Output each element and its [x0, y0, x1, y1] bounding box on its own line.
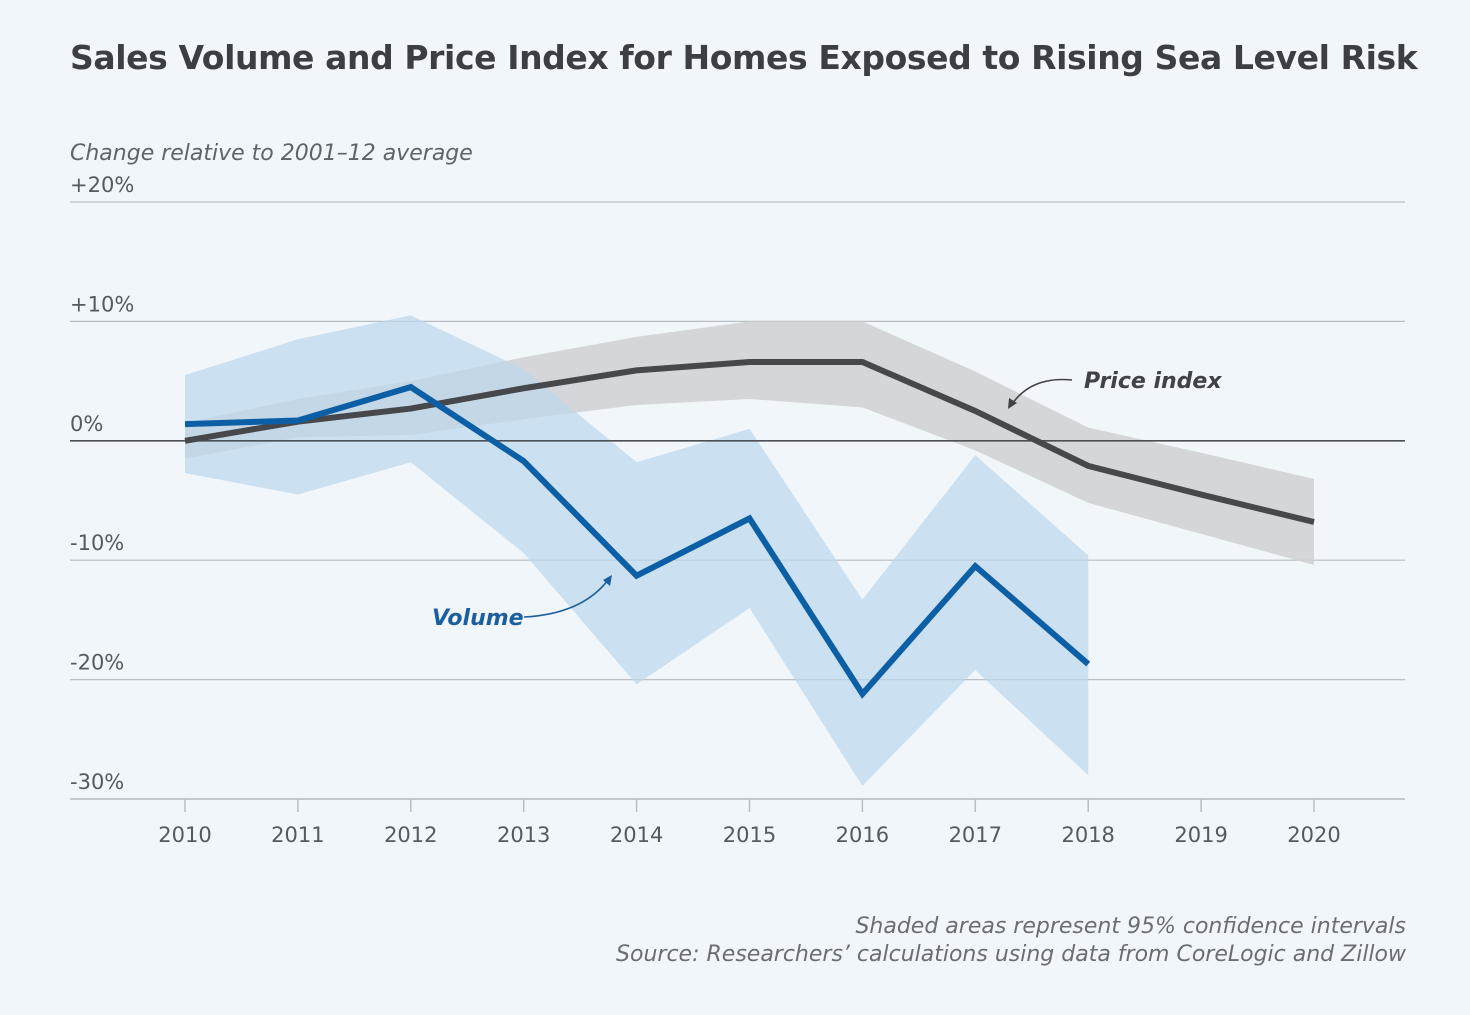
price-index-arrowhead	[1008, 398, 1017, 409]
x-tick-label: 2014	[610, 823, 663, 847]
confidence-band-volume	[185, 315, 1089, 786]
y-tick-labels: +20% +10% 0% -10% -20% -30%	[70, 173, 134, 794]
zero-line-layer	[70, 439, 1405, 800]
x-tick-label: 2019	[1174, 823, 1227, 847]
x-tick-label: 2010	[158, 823, 211, 847]
x-tick-label: 2013	[497, 823, 550, 847]
annotations: Price index Volume	[432, 369, 1222, 631]
x-tick-labels: 2010 2011 2012 2013 2014 2015 2016 2017 2018 2019…	[158, 799, 1341, 847]
confidence-interval-note: Shaded areas represent 95% confidence in…	[855, 914, 1406, 939]
confidence-bands	[185, 315, 1314, 786]
x-tick-label: 2017	[949, 823, 1002, 847]
y-tick-label: -10%	[70, 531, 124, 555]
x-tick-label: 2018	[1061, 823, 1114, 847]
y-tick-label: +10%	[70, 292, 134, 316]
volume-annotation-arrow	[523, 579, 609, 618]
y-tick-label: -20%	[70, 651, 124, 675]
y-axis-label: Change relative to 2001–12 average	[70, 141, 473, 166]
volume-annotation: Volume	[432, 606, 524, 631]
y-tick-label: +20%	[70, 173, 134, 197]
price-index-annotation-arrow	[1011, 378, 1073, 405]
x-tick-label: 2020	[1287, 823, 1340, 847]
y-tick-label: 0%	[70, 412, 103, 436]
x-tick-label: 2012	[384, 823, 437, 847]
series-line-price-index	[184, 358, 1315, 525]
series-line-volume	[184, 383, 1091, 699]
x-tick-label: 2016	[836, 823, 889, 847]
volume-arrowhead	[603, 575, 612, 586]
y-tick-label: -30%	[70, 770, 124, 794]
series-lines	[184, 358, 1315, 699]
chart-title: Sales Volume and Price Index for Homes E…	[70, 38, 1418, 77]
x-tick-label: 2015	[723, 823, 776, 847]
source-note: Source: Researchers’ calculations using …	[616, 942, 1406, 967]
x-tick-label: 2011	[271, 823, 324, 847]
price-index-annotation: Price index	[1084, 369, 1222, 394]
